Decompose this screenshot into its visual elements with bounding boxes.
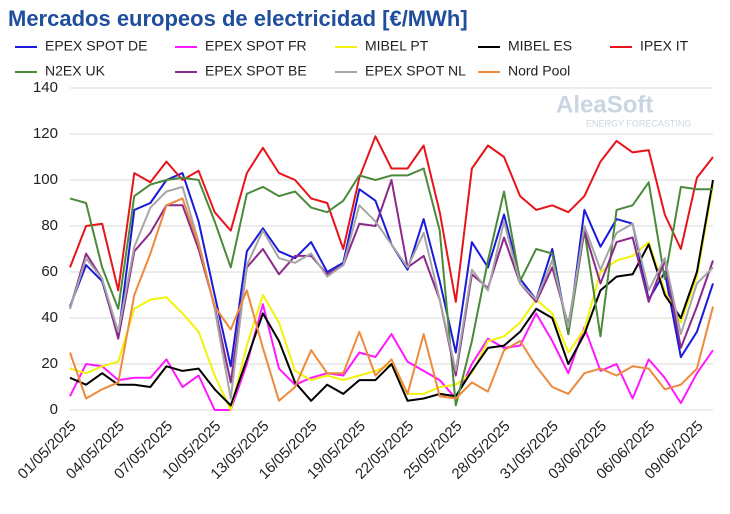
legend-entry: MIBEL PT — [335, 38, 429, 54]
chart-title: Mercados europeos de electricidad [€/MWh… — [8, 6, 468, 31]
watermark-tagline: ENERGY FORECASTING — [586, 118, 691, 128]
legend-entry: EPEX SPOT FR — [175, 38, 307, 54]
series-line — [69, 167, 713, 407]
legend-label: EPEX SPOT FR — [205, 38, 307, 54]
y-tick-label: 60 — [41, 263, 58, 280]
series-line — [69, 135, 714, 303]
legend-label: IPEX IT — [640, 38, 689, 54]
y-tick-label: 40 — [41, 309, 58, 326]
legend-label: EPEX SPOT NL — [365, 63, 466, 79]
legend-entry: IPEX IT — [610, 38, 689, 54]
legend-entry: EPEX SPOT DE — [15, 38, 147, 54]
series-line — [69, 303, 714, 411]
legend-label: N2EX UK — [45, 63, 106, 79]
y-tick-label: 80 — [41, 217, 58, 234]
watermark: AleaSoft ENERGY FORECASTING — [556, 91, 691, 128]
legend-entry: MIBEL ES — [478, 38, 572, 54]
legend-entry: Nord Pool — [478, 63, 570, 79]
y-tick-label: 100 — [33, 171, 58, 188]
legend-label: Nord Pool — [508, 63, 570, 79]
series-line — [69, 172, 714, 368]
y-tick-label: 0 — [50, 401, 58, 418]
series-line — [69, 197, 714, 402]
series-line — [69, 179, 714, 407]
watermark-brand: AleaSoft — [556, 91, 653, 118]
series-line — [69, 179, 714, 384]
legend-label: MIBEL ES — [508, 38, 572, 54]
y-tick-label: 120 — [33, 125, 58, 142]
legend-entry: N2EX UK — [15, 63, 106, 79]
series-line — [69, 185, 714, 400]
legend-entry: EPEX SPOT BE — [175, 63, 307, 79]
y-tick-label: 140 — [33, 79, 58, 96]
y-tick-label: 20 — [41, 355, 58, 372]
legend-label: EPEX SPOT DE — [45, 38, 147, 54]
legend-label: EPEX SPOT BE — [205, 63, 307, 79]
legend-label: MIBEL PT — [365, 38, 429, 54]
legend-entry: EPEX SPOT NL — [335, 63, 466, 79]
